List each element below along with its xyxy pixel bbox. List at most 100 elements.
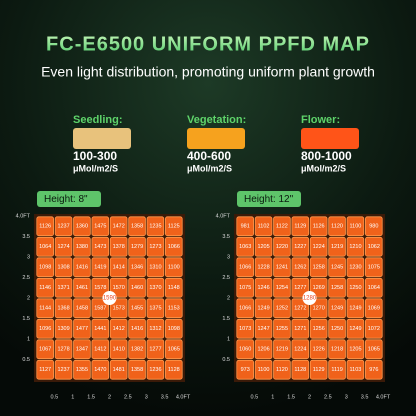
grid-cell [273,318,291,339]
y-axis-label: 1 [27,336,30,342]
grid-cell [346,339,365,360]
x-axis-label: 3.5 [361,394,369,400]
grid-cell [328,236,346,257]
grid-cell [328,277,346,298]
cell-value: 1228 [257,265,269,271]
grid-cell [109,236,128,257]
cell-value: 1273 [149,244,161,250]
grid-cell [73,298,91,319]
x-axis-label: 0.5 [51,394,59,400]
subtitle: Even light distribution, promoting unifo… [41,64,375,80]
cell-value: 1246 [257,285,269,291]
grid-cell [165,318,183,339]
cell-value: 1062 [368,244,380,250]
cell-value: 1252 [276,306,288,312]
cell-value: 1271 [294,326,306,332]
cell-value: 1378 [113,244,125,250]
cell-value: 1129 [313,367,325,373]
grid-cell [54,236,73,257]
cell-value: 973 [241,367,250,373]
title: FC-E6500 UNIFORM PPFD MAP [46,33,370,55]
grid-cell [91,257,110,278]
cell-value: 1146 [39,285,51,291]
cell-value: 1419 [94,265,106,271]
cell-value: 1262 [294,265,306,271]
grid-cell [365,339,383,360]
cell-value: 1119 [331,367,342,373]
cell-value: 1360 [76,224,88,230]
cell-value: 1219 [276,347,288,353]
grid-cell [291,359,310,380]
cell-value: 1066 [239,265,251,271]
height-label: Height: 12" [244,194,294,205]
grid-cell [128,257,146,278]
cell-value: 1412 [113,326,125,332]
cell-value: 1380 [76,244,88,250]
cell-value: 1236 [149,367,161,373]
cell-value: 1254 [276,285,288,291]
grid-cell [91,318,110,339]
grid-cell [273,236,291,257]
cell-value: 1073 [239,326,251,332]
grid-cell [128,236,146,257]
grid-cell [309,339,328,360]
cell-value: 1148 [168,285,180,291]
cell-value: 1153 [168,306,180,312]
grid-cell [365,298,383,319]
cell-value: 1206 [257,347,269,353]
grid-cell [365,216,383,237]
cell-value: 1075 [239,285,251,291]
x-axis-label: 3 [145,394,148,400]
cell-value: 981 [241,224,250,230]
grid-cell [291,318,310,339]
cell-value: 1375 [149,306,161,312]
grid-cell [254,216,273,237]
cell-value: 1309 [57,326,69,332]
x-axis-label: 2.5 [324,394,332,400]
grid-cell [73,277,91,298]
grid-cell [291,339,310,360]
cell-value: 1226 [313,347,325,353]
grid-cell [328,339,346,360]
cell-value: 1100 [168,265,180,271]
cell-value: 1416 [76,265,88,271]
cell-value: 1227 [294,244,306,250]
x-axis-label: 2 [308,394,311,400]
grid-cell [165,236,183,257]
grid-cell [109,216,128,237]
cell-value: 1279 [131,244,143,250]
cell-value: 1573 [113,306,125,312]
grid-cell [254,318,273,339]
cell-value: 1346 [131,265,143,271]
cell-value: 1249 [349,306,361,312]
y-axis-label: 1.5 [222,316,230,322]
grid-cell [291,298,310,319]
grid-cell [165,277,183,298]
grid-cell [254,236,273,257]
grid-cell [73,257,91,278]
grid-cell [346,318,365,339]
cell-value: 1277 [294,285,306,291]
grid-cell [36,298,54,319]
grid-cell [236,257,254,278]
grid-cell [36,216,54,237]
center-marker [102,291,117,305]
legend-label: Vegetation: [187,114,246,126]
cell-value: 976 [369,367,378,373]
cell-value: 1249 [331,306,343,312]
cell-value: 1064 [368,285,380,291]
grid-cell [54,298,73,319]
cell-value: 1067 [39,347,51,353]
x-axis-label: 1 [71,394,74,400]
center-label: 1280 [303,296,317,302]
cell-value: 1219 [331,244,343,250]
cell-value: 1473 [94,244,106,250]
grid-cell [128,298,146,319]
cell-value: 1224 [294,347,306,353]
grid-cell [328,359,346,380]
cell-value: 1278 [57,347,69,353]
x-axis-label: 3 [345,394,348,400]
grid-cell [146,318,165,339]
grid-cell [146,339,165,360]
